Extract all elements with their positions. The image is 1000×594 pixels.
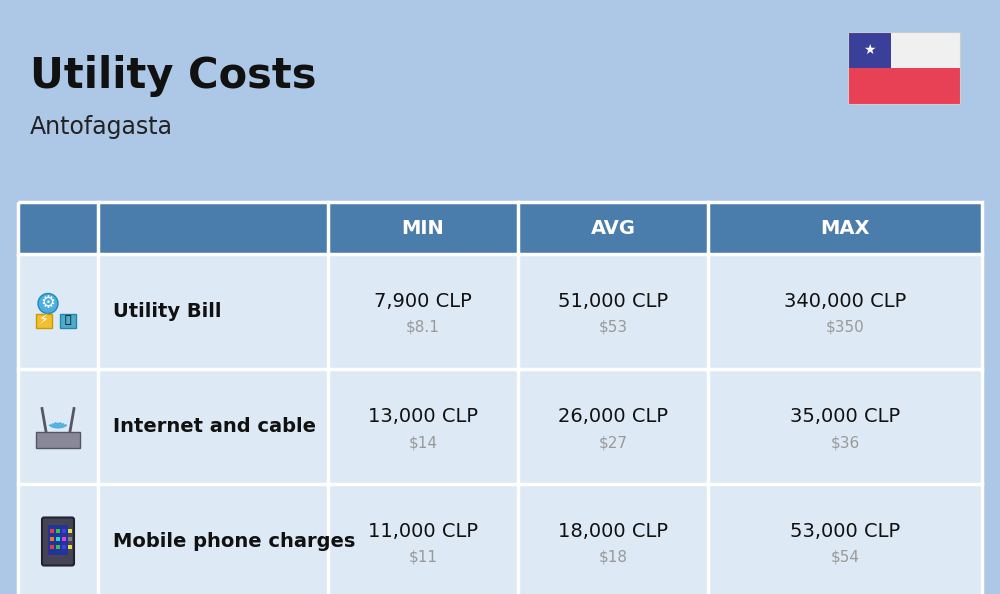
Text: $11: $11	[409, 550, 438, 565]
Text: $53: $53	[598, 320, 628, 335]
Bar	[18, 202, 982, 594]
Text: ★: ★	[863, 43, 876, 57]
Text: Internet and cable: Internet and cable	[113, 417, 316, 436]
Text: 18,000 CLP: 18,000 CLP	[558, 522, 668, 541]
Bar	[68, 536, 72, 541]
Text: Antofagasta: Antofagasta	[30, 115, 173, 139]
Text: 13,000 CLP: 13,000 CLP	[368, 407, 478, 426]
Bar	[56, 545, 60, 548]
Text: $14: $14	[409, 435, 438, 450]
Text: $54: $54	[830, 550, 860, 565]
Text: 26,000 CLP: 26,000 CLP	[558, 407, 668, 426]
Text: ⚡: ⚡	[39, 314, 49, 327]
Text: 35,000 CLP: 35,000 CLP	[790, 407, 900, 426]
Text: MAX: MAX	[820, 219, 870, 238]
Bar	[50, 529, 54, 532]
Text: AVG: AVG	[590, 219, 636, 238]
FancyBboxPatch shape	[42, 517, 74, 565]
Bar	[62, 529, 66, 532]
Bar	[18, 369, 982, 484]
Bar	[62, 545, 66, 548]
Text: $27: $27	[598, 435, 628, 450]
Bar	[18, 254, 982, 369]
Text: 53,000 CLP: 53,000 CLP	[790, 522, 900, 541]
Text: 💧: 💧	[65, 315, 71, 326]
Text: ⚙: ⚙	[41, 295, 55, 312]
Text: $18: $18	[598, 550, 628, 565]
Text: 7,900 CLP: 7,900 CLP	[374, 292, 472, 311]
Bar	[50, 536, 54, 541]
Bar	[848, 32, 891, 68]
Bar	[50, 545, 54, 548]
Bar	[62, 536, 66, 541]
Bar	[18, 484, 982, 594]
Bar	[56, 536, 60, 541]
Text: Utility Bill: Utility Bill	[113, 302, 222, 321]
Text: Mobile phone charges: Mobile phone charges	[113, 532, 355, 551]
Text: $36: $36	[830, 435, 860, 450]
Text: $350: $350	[826, 320, 864, 335]
Text: 51,000 CLP: 51,000 CLP	[558, 292, 668, 311]
Bar	[848, 32, 960, 104]
Text: 11,000 CLP: 11,000 CLP	[368, 522, 478, 541]
Bar	[36, 314, 52, 327]
Bar	[848, 32, 960, 68]
Bar	[56, 529, 60, 532]
Text: Utility Costs: Utility Costs	[30, 55, 316, 97]
Circle shape	[38, 293, 58, 314]
Text: MIN: MIN	[402, 219, 444, 238]
Bar	[18, 202, 982, 254]
Text: 340,000 CLP: 340,000 CLP	[784, 292, 906, 311]
Bar	[36, 431, 80, 447]
Bar	[848, 68, 960, 104]
Bar	[60, 314, 76, 327]
Bar	[48, 525, 68, 555]
Text: $8.1: $8.1	[406, 320, 440, 335]
Bar	[68, 529, 72, 532]
Bar	[68, 545, 72, 548]
